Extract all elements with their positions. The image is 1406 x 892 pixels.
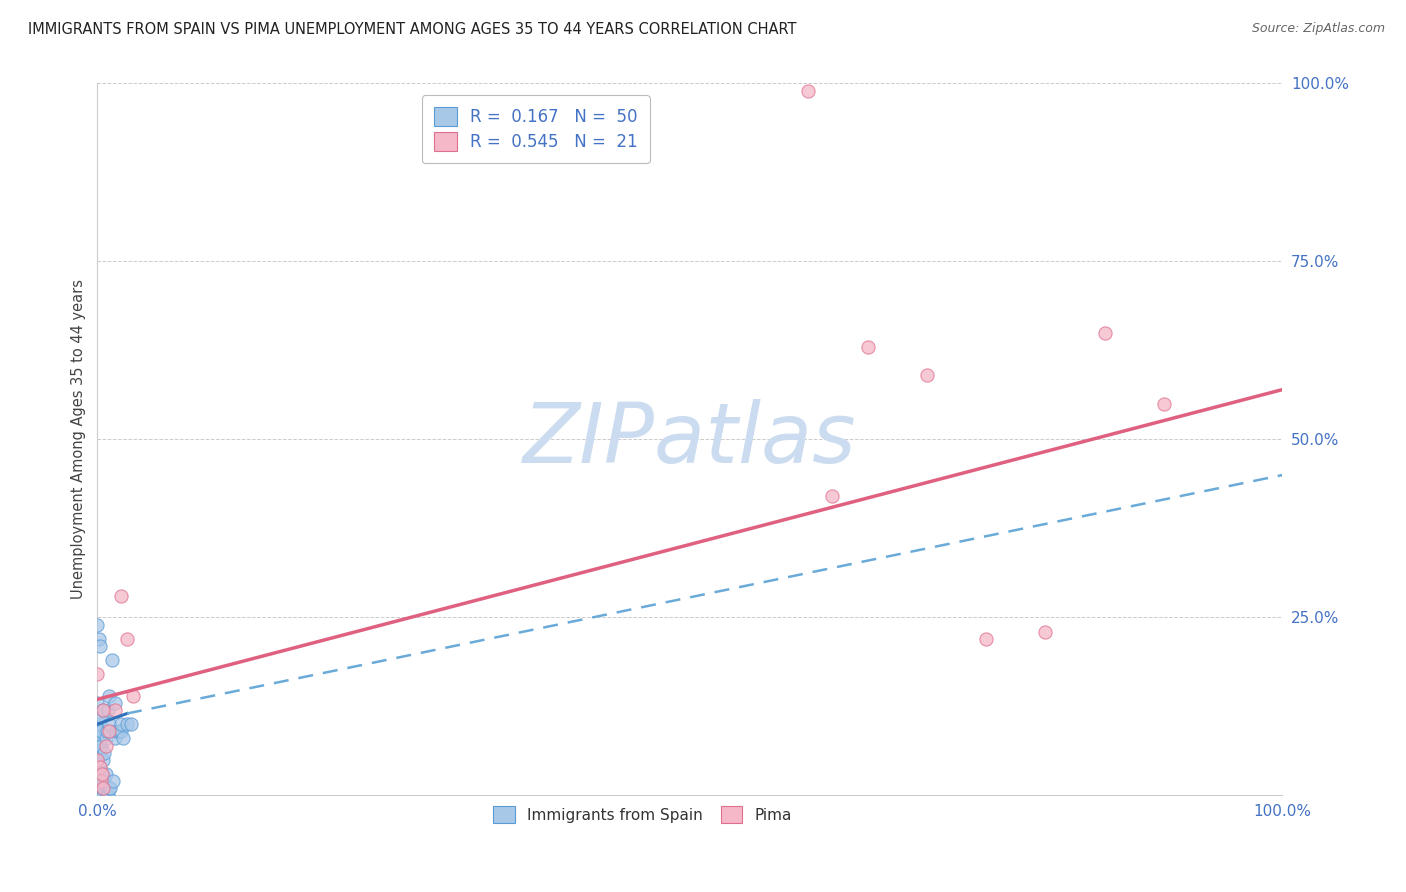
- Point: [112, 731, 135, 746]
- Point: [93, 774, 115, 789]
- Point: [89, 746, 111, 760]
- Point: [856, 340, 879, 354]
- Point: [90, 724, 112, 739]
- Point: [86, 667, 108, 681]
- Point: [89, 789, 111, 803]
- Point: [89, 731, 111, 746]
- Point: [86, 696, 108, 710]
- Point: [94, 767, 117, 781]
- Point: [96, 724, 118, 739]
- Point: [91, 767, 114, 781]
- Point: [94, 739, 117, 753]
- Point: [110, 724, 132, 739]
- Point: [94, 731, 117, 746]
- Point: [98, 781, 121, 796]
- Point: [98, 717, 121, 731]
- Point: [86, 753, 108, 767]
- Point: [87, 760, 110, 774]
- Point: [91, 703, 114, 717]
- Point: [86, 739, 108, 753]
- Point: [115, 632, 138, 646]
- Point: [105, 724, 128, 739]
- Point: [91, 781, 114, 796]
- Point: [1094, 326, 1116, 340]
- Point: [120, 717, 142, 731]
- Point: [91, 703, 114, 717]
- Text: Source: ZipAtlas.com: Source: ZipAtlas.com: [1251, 22, 1385, 36]
- Point: [974, 632, 997, 646]
- Text: IMMIGRANTS FROM SPAIN VS PIMA UNEMPLOYMENT AMONG AGES 35 TO 44 YEARS CORRELATION: IMMIGRANTS FROM SPAIN VS PIMA UNEMPLOYME…: [28, 22, 797, 37]
- Point: [91, 789, 114, 803]
- Point: [91, 781, 114, 796]
- Point: [104, 696, 127, 710]
- Point: [90, 739, 112, 753]
- Point: [91, 753, 114, 767]
- Point: [915, 368, 938, 383]
- Point: [821, 489, 844, 503]
- Point: [97, 703, 120, 717]
- Point: [797, 84, 820, 98]
- Point: [1035, 624, 1057, 639]
- Point: [87, 632, 110, 646]
- Point: [87, 774, 110, 789]
- Point: [89, 760, 111, 774]
- Text: ZIPatlas: ZIPatlas: [523, 399, 856, 480]
- Point: [101, 774, 124, 789]
- Point: [86, 789, 108, 803]
- Point: [87, 739, 110, 753]
- Point: [100, 653, 122, 667]
- Point: [122, 689, 145, 703]
- Point: [100, 781, 122, 796]
- Point: [97, 789, 120, 803]
- Point: [91, 710, 114, 724]
- Point: [86, 753, 108, 767]
- Point: [86, 767, 108, 781]
- Point: [98, 689, 121, 703]
- Point: [96, 789, 118, 803]
- Point: [90, 774, 112, 789]
- Legend: Immigrants from Spain, Pima: Immigrants from Spain, Pima: [482, 795, 803, 834]
- Point: [86, 724, 108, 739]
- Point: [110, 717, 132, 731]
- Point: [1153, 397, 1175, 411]
- Point: [86, 617, 108, 632]
- Point: [104, 703, 127, 717]
- Point: [107, 724, 129, 739]
- Point: [93, 746, 115, 760]
- Point: [91, 767, 114, 781]
- Point: [89, 639, 111, 653]
- Point: [87, 724, 110, 739]
- Point: [90, 781, 112, 796]
- Point: [86, 781, 108, 796]
- Point: [98, 724, 121, 739]
- Point: [115, 717, 138, 731]
- Point: [89, 717, 111, 731]
- Point: [104, 731, 127, 746]
- Y-axis label: Unemployment Among Ages 35 to 44 years: Unemployment Among Ages 35 to 44 years: [72, 279, 86, 599]
- Point: [110, 589, 132, 603]
